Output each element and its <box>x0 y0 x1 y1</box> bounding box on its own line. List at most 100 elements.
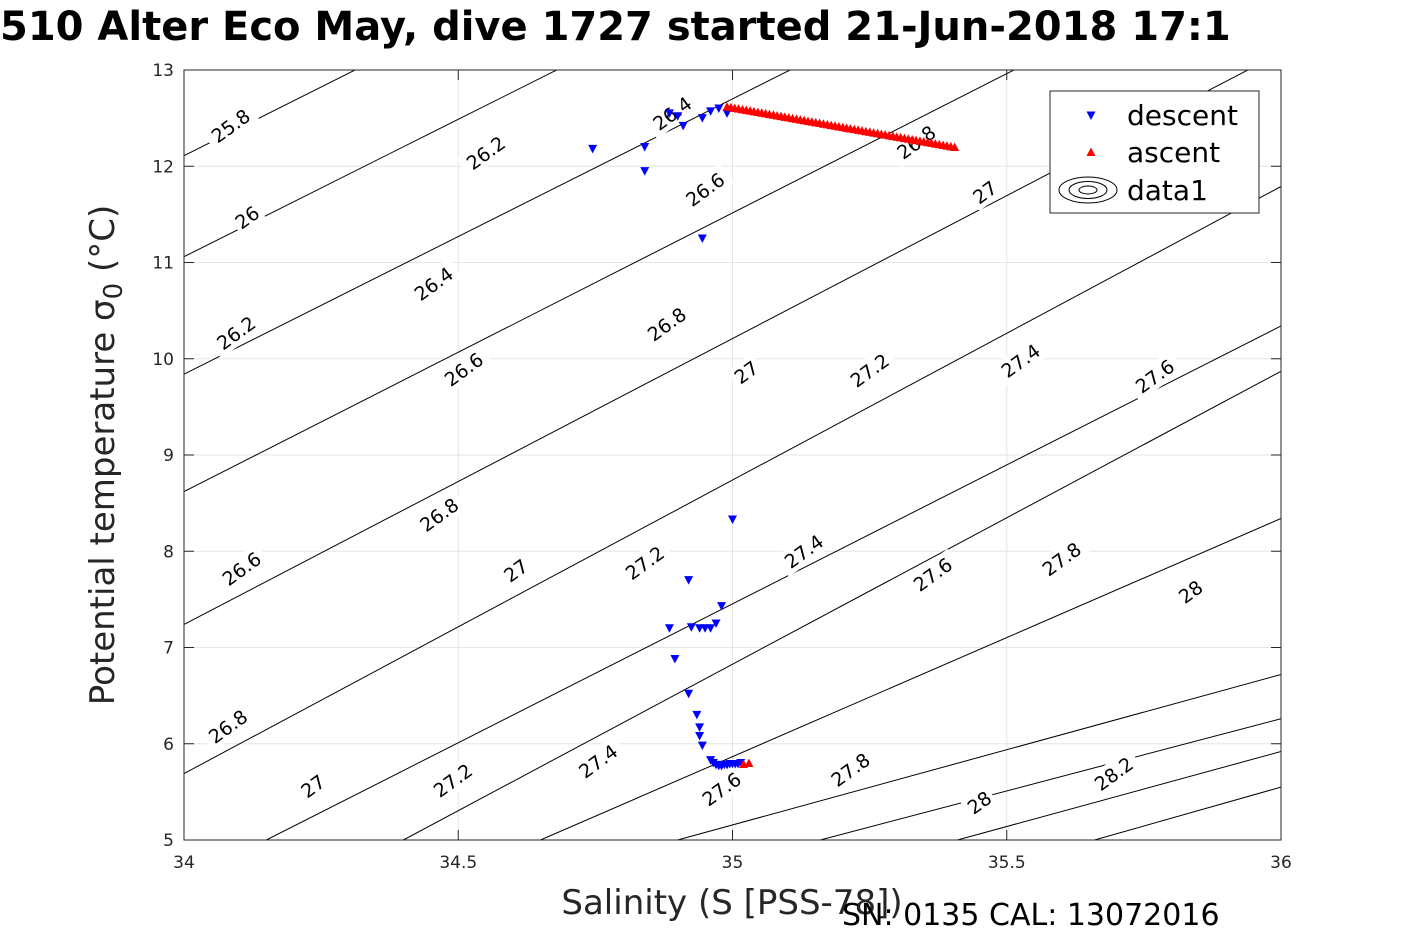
y-tick-label: 12 <box>152 157 174 177</box>
contour-label-bg <box>903 548 962 600</box>
descent-point <box>664 624 674 633</box>
descent-point <box>706 107 716 116</box>
contour-label-bg <box>434 343 493 395</box>
y-tick-label: 11 <box>152 254 174 274</box>
y-axis-label-main: Potential temperature σ <box>83 299 123 705</box>
x-tick-label: 36 <box>1270 853 1292 873</box>
descent-point <box>640 143 650 152</box>
contour-line-26 <box>184 70 558 258</box>
legend-ascent-label: ascent <box>1127 136 1220 169</box>
y-axis-label-subscript: 0 <box>99 283 129 300</box>
y-tick-label: 8 <box>163 542 174 562</box>
descent-point <box>684 576 694 585</box>
contour-line-26-8 <box>184 186 1281 775</box>
x-tick-label: 34 <box>173 853 195 873</box>
y-tick-label: 6 <box>163 735 174 755</box>
ascent-point <box>950 142 960 151</box>
contour-line-26-4 <box>184 70 1015 493</box>
descent-point <box>673 112 683 121</box>
legend-box <box>1049 90 1260 214</box>
series-ascent <box>722 102 960 768</box>
legend-descent-marker <box>1086 111 1096 120</box>
descent-point <box>640 167 650 176</box>
y-tick-label: 5 <box>163 831 174 851</box>
contour-label-bg <box>1125 350 1184 402</box>
contour-line-27-8 <box>820 718 1281 840</box>
descent-point <box>697 234 707 243</box>
descent-point <box>686 623 696 632</box>
contour-label-bg <box>965 173 1004 211</box>
contour-label-bg <box>227 198 267 236</box>
descent-point <box>670 655 680 664</box>
contour-label-bg <box>676 163 734 215</box>
contour-label-bg <box>991 335 1050 387</box>
legend-contour-icon <box>1058 176 1118 204</box>
contour-label-bg <box>1032 533 1091 585</box>
descent-point <box>706 624 716 633</box>
contour-label-bg <box>643 87 702 139</box>
contour-label-bg <box>1171 573 1210 611</box>
contour-line-28-2 <box>1094 786 1281 840</box>
contour-label-bg <box>821 744 880 796</box>
descent-point <box>728 515 737 524</box>
series-descent <box>588 104 746 771</box>
contour-label-bg <box>774 525 833 577</box>
contour-label-bg <box>201 100 260 152</box>
contour-label-bg <box>1084 748 1143 800</box>
descent-point <box>678 121 688 131</box>
x-axis-label: Salinity (S [PSS-78]) <box>561 883 902 923</box>
ascent-point <box>744 758 754 767</box>
legend-ascent-marker <box>1086 147 1096 156</box>
y-tick-label: 9 <box>163 446 174 466</box>
y-axis-label-unit: (°C) <box>83 205 123 283</box>
contour-label-bg <box>496 551 535 590</box>
contour-label-bg <box>404 258 463 310</box>
descent-point <box>588 144 598 154</box>
contour-line-27 <box>266 325 1281 840</box>
y-tick-label: 10 <box>152 350 174 370</box>
x-tick-label: 34.5 <box>439 853 477 873</box>
descent-point <box>697 114 707 123</box>
contour-label-bg <box>840 344 899 396</box>
contour-label-bg <box>423 754 482 806</box>
data-series <box>588 102 960 771</box>
descent-point <box>684 689 694 699</box>
descent-point <box>697 741 707 751</box>
contour-label-bg <box>410 489 468 541</box>
legend-data1-label: data1 <box>1127 174 1208 207</box>
descent-point <box>714 104 724 113</box>
contour-label-bg <box>615 537 674 589</box>
y-axis-label: Potential temperature σ0 (°C) <box>83 205 129 705</box>
x-tick-label: 35.5 <box>988 853 1026 873</box>
contour-line-26-2 <box>184 70 792 375</box>
x-tick-label: 35 <box>722 853 744 873</box>
contour-label-bg <box>456 127 515 179</box>
contour-label-bg <box>199 700 257 752</box>
contour-label-bg <box>692 763 751 815</box>
contour-label-bg <box>569 735 627 787</box>
y-tick-label: 7 <box>163 639 174 659</box>
y-tick-label: 13 <box>152 61 174 81</box>
contour-label-bg <box>727 353 766 391</box>
contour-label-bg <box>637 298 696 350</box>
legend-descent-label: descent <box>1127 99 1238 132</box>
contour-lines <box>184 70 1281 840</box>
axis-ticks: 34 34.5 35 35.5 36 5 6 7 8 9 10 11 12 13 <box>152 61 1291 873</box>
contour-label-bg <box>212 543 271 595</box>
chart-title: 510 Alter Eco May, dive 1727 started 21-… <box>0 4 1231 50</box>
contour-label-bg <box>207 307 265 359</box>
legend: descent ascent data1 <box>1049 90 1260 214</box>
contour-label-bg <box>960 783 999 822</box>
contour-line-27-6 <box>677 674 1281 840</box>
contour-line-28 <box>957 751 1281 840</box>
contour-label-bg <box>293 767 333 805</box>
descent-point <box>695 723 705 732</box>
contour-line-27-2 <box>403 370 1281 840</box>
descent-point <box>717 602 727 611</box>
descent-point <box>711 619 721 628</box>
contour-line-27-4 <box>540 518 1281 840</box>
descent-point <box>722 109 732 118</box>
descent-point <box>692 710 702 720</box>
descent-point <box>695 732 705 741</box>
